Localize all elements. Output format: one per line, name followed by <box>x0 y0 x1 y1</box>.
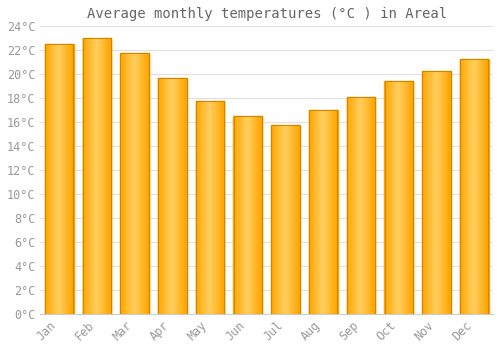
Bar <box>422 71 450 314</box>
Bar <box>158 78 186 314</box>
Bar <box>272 125 299 314</box>
Bar <box>120 52 149 314</box>
Bar <box>45 44 74 314</box>
Bar <box>83 38 111 314</box>
Bar <box>234 116 262 314</box>
Bar <box>384 82 413 314</box>
Bar <box>460 59 488 314</box>
Title: Average monthly temperatures (°C ) in Areal: Average monthly temperatures (°C ) in Ar… <box>86 7 446 21</box>
Bar <box>196 100 224 314</box>
Bar <box>309 110 338 314</box>
Bar <box>347 97 375 314</box>
